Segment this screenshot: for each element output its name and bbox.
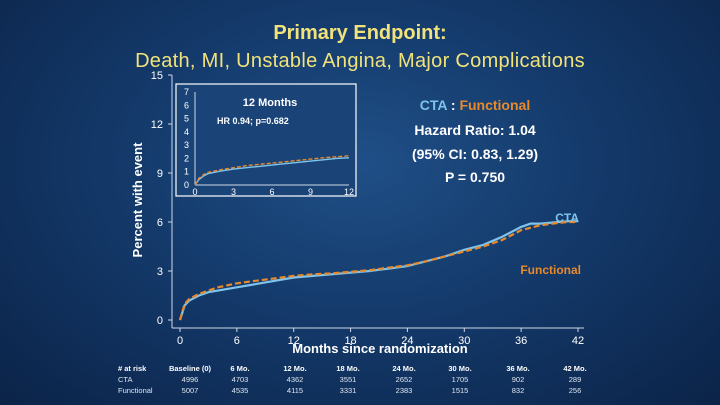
x-tick-label: 24	[401, 335, 413, 347]
risk-cell: 2383	[396, 386, 413, 395]
comparison-cta: CTA	[420, 97, 448, 113]
p-value: P = 0.750	[445, 169, 505, 185]
inset-series-line-cta	[194, 157, 350, 186]
risk-row-label: CTA	[118, 375, 132, 384]
inset-y-tick-label: 1	[184, 167, 189, 177]
x-tick-label: 0	[177, 335, 183, 347]
risk-header: 6 Mo.	[230, 364, 249, 373]
y-tick-label: 3	[157, 266, 163, 278]
risk-cell: 832	[512, 386, 525, 395]
risk-header: 42 Mo.	[563, 364, 586, 373]
series-label-cta: CTA	[555, 211, 579, 225]
inset-y-tick-label: 5	[184, 114, 189, 124]
risk-header: 30 Mo.	[448, 364, 471, 373]
series-label-functional: Functional	[520, 263, 581, 277]
risk-cell: 4535	[232, 386, 249, 395]
x-tick-label: 6	[234, 335, 240, 347]
inset-y-tick-label: 2	[184, 153, 189, 163]
comparison-functional: Functional	[459, 97, 530, 113]
risk-header: Baseline (0)	[169, 364, 212, 373]
inset-series	[194, 155, 350, 186]
inset-series-line-functional	[194, 155, 350, 186]
risk-header: # at risk	[118, 364, 147, 373]
x-tick-label: 12	[288, 335, 300, 347]
risk-cell: 289	[569, 375, 582, 384]
inset-y-tick-label: 7	[184, 87, 189, 97]
risk-cell: 3331	[340, 386, 357, 395]
y-tick-label: 0	[157, 315, 163, 327]
y-axis-label: Percent with event	[130, 142, 145, 258]
risk-header: 36 Mo.	[506, 364, 529, 373]
y-tick-label: 15	[151, 70, 163, 82]
inset-x-tick-label: 3	[231, 187, 236, 197]
x-tick-label: 18	[344, 335, 356, 347]
inset-x-tick-label: 6	[269, 187, 274, 197]
risk-cell: 2652	[396, 375, 413, 384]
risk-header: 12 Mo.	[283, 364, 306, 373]
inset-x-tick-label: 0	[192, 187, 197, 197]
risk-cell: 4703	[232, 375, 249, 384]
inset-x-tick-label: 12	[344, 187, 354, 197]
comparison-sep: :	[447, 97, 459, 113]
risk-cell: 1515	[452, 386, 469, 395]
risk-cell: 256	[569, 386, 582, 395]
hazard-ratio: Hazard Ratio: 1.04	[414, 122, 536, 138]
risk-header: 18 Mo.	[336, 364, 359, 373]
inset-annotation: HR 0.94; p=0.682	[217, 116, 289, 126]
x-tick-label: 30	[458, 335, 470, 347]
inset-y-tick-label: 6	[184, 100, 189, 110]
inset-y-tick-label: 0	[184, 180, 189, 190]
y-tick-label: 9	[157, 168, 163, 180]
inset-y-tick-label: 4	[184, 127, 189, 137]
x-axis-label: Months since randomization	[292, 341, 468, 356]
main-series	[178, 220, 578, 321]
slide-title: Primary Endpoint:	[273, 22, 447, 44]
y-tick-label: 6	[157, 217, 163, 229]
confidence-interval: (95% CI: 0.83, 1.29)	[412, 146, 538, 162]
y-tick-label: 12	[151, 119, 163, 131]
inset-title: 12 Months	[243, 97, 297, 109]
risk-row-label: Functional	[118, 386, 153, 395]
inset-frame	[175, 83, 357, 197]
slide-subtitle: Death, MI, Unstable Angina, Major Compli…	[135, 50, 585, 72]
risk-cell: 4362	[287, 375, 304, 384]
risk-cell: 902	[512, 375, 525, 384]
inset-y-tick-label: 3	[184, 140, 189, 150]
risk-cell: 1705	[452, 375, 469, 384]
x-tick-label: 36	[515, 335, 527, 347]
series-line-functional	[178, 220, 578, 321]
comparison-label: CTA : Functional	[420, 97, 530, 113]
inset-x-tick-label: 9	[308, 187, 313, 197]
risk-table: # at risk Baseline (0) 6 Mo. 12 Mo. 18 Mo. 24…	[118, 364, 587, 395]
risk-cell: 3551	[340, 375, 357, 384]
risk-cell: 4996	[182, 375, 199, 384]
series-line-cta	[178, 220, 578, 321]
risk-cell: 4115	[287, 386, 303, 395]
risk-cell: 5007	[182, 386, 199, 395]
x-tick-label: 42	[572, 335, 584, 347]
risk-header: 24 Mo.	[392, 364, 415, 373]
